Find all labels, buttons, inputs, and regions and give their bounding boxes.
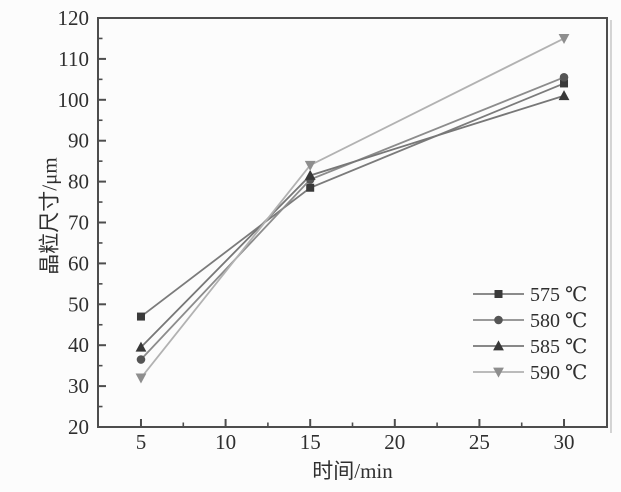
series-0-marker [136, 312, 145, 321]
x-axis-tick-label: 25 [469, 430, 490, 454]
legend-marker [493, 367, 504, 378]
y-axis-tick-label: 100 [58, 88, 90, 112]
legend-marker [493, 340, 504, 351]
y-axis-tick-label: 120 [58, 6, 90, 30]
series-3-line [140, 37, 565, 379]
x-axis-tick-label: 10 [215, 430, 236, 454]
legend-label: 575 ℃ [530, 284, 587, 306]
series-1-marker [136, 355, 146, 364]
legend-marker [494, 290, 503, 298]
legend-label: 580 ℃ [530, 310, 587, 332]
series-2-marker [304, 169, 316, 180]
y-axis-tick-label: 60 [68, 251, 89, 275]
y-axis-title: 晶粒尺寸/μm [37, 157, 62, 275]
series-2-marker [135, 341, 147, 352]
x-axis-title: 时间/min [312, 459, 393, 483]
x-axis-tick-label: 30 [554, 430, 575, 454]
series-0-marker [560, 79, 569, 88]
y-axis-tick-label: 40 [68, 333, 89, 357]
y-axis-tick-label: 90 [68, 129, 89, 153]
series-0-marker [306, 183, 315, 192]
x-axis-tick-label: 15 [300, 430, 321, 454]
x-axis-tick-label: 20 [384, 430, 405, 454]
series-3-marker [135, 373, 147, 384]
series-1-marker [559, 73, 569, 82]
legend-label: 585 ℃ [530, 336, 587, 358]
y-axis-tick-label: 20 [68, 415, 89, 439]
y-axis-tick-label: 30 [68, 374, 89, 398]
y-axis-tick-label: 80 [68, 170, 89, 194]
x-axis-tick-label: 5 [136, 430, 147, 454]
series-2-marker [558, 90, 570, 101]
series-2-line [140, 94, 565, 348]
legend-marker [494, 315, 503, 325]
legend-label: 590 ℃ [530, 362, 587, 384]
y-axis-tick-label: 50 [68, 292, 89, 316]
y-axis-tick-label: 70 [68, 211, 89, 235]
series-3-marker [304, 160, 316, 171]
y-axis-tick-label: 110 [58, 47, 89, 71]
series-3-marker [558, 34, 570, 45]
